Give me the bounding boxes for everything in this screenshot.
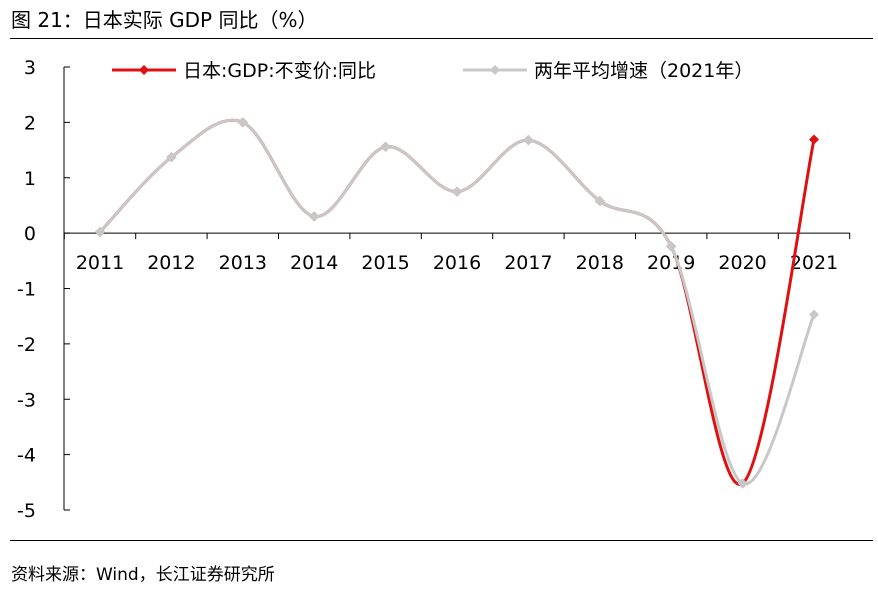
series-line [98, 118, 816, 486]
series-marker [737, 478, 748, 489]
y-tick-label: 1 [24, 168, 36, 190]
legend-label: 日本:GDP:不变价:同比 [183, 60, 376, 82]
series-marker [452, 186, 462, 197]
x-tick-label: 2012 [147, 252, 195, 274]
title-divider [10, 38, 873, 39]
series-marker [95, 227, 105, 238]
chart-legend: 日本:GDP:不变价:同比 两年平均增速（2021年） [112, 60, 753, 82]
series-marker [809, 134, 819, 145]
x-tick-label: 2020 [718, 252, 766, 274]
x-tick-label: 2018 [576, 252, 624, 274]
x-tick-label: 2014 [290, 252, 338, 274]
series-marker [523, 135, 534, 146]
y-tick-label: -5 [17, 500, 36, 522]
y-tick-label: 3 [24, 57, 36, 79]
legend-label: 两年平均增速（2021年） [534, 60, 753, 82]
series-2 [95, 117, 819, 489]
legend-item: 两年平均增速（2021年） [463, 60, 753, 82]
footer-divider [10, 540, 873, 541]
series-marker [666, 241, 677, 252]
y-tick-label: -3 [17, 389, 36, 411]
chart-axes: 3 2 1 0 -1 -2 -3 -4 -5 2011 2012 2013 2014 2015 2016 20… [17, 57, 851, 522]
series-marker [166, 152, 177, 163]
x-tick-label: 2013 [219, 252, 267, 274]
series-1 [95, 117, 819, 489]
series-layer [95, 117, 819, 489]
source-note: 资料来源：Wind，长江证券研究所 [11, 565, 275, 585]
x-tick-label: 2011 [76, 252, 124, 274]
series-marker [309, 211, 320, 222]
x-tick-label: 2015 [361, 252, 409, 274]
series-marker [380, 141, 391, 152]
legend-item: 日本:GDP:不变价:同比 [112, 60, 376, 82]
x-tick-label: 2021 [790, 252, 838, 274]
series-line [98, 118, 816, 486]
y-tick-label: 0 [24, 223, 36, 245]
chart-title: 图 21：日本实际 GDP 同比（%） [11, 8, 318, 32]
x-tick-label: 2016 [433, 252, 481, 274]
y-tick-label: -2 [17, 334, 36, 356]
series-marker [237, 117, 248, 128]
y-tick-label: -4 [17, 445, 36, 467]
x-tick-label: 2019 [647, 252, 695, 274]
legend-marker [139, 65, 149, 75]
legend-marker [490, 65, 500, 75]
series-marker [809, 309, 819, 320]
x-tick-label: 2017 [504, 252, 552, 274]
series-marker [594, 196, 605, 207]
y-tick-label: -1 [17, 279, 36, 301]
y-tick-label: 2 [24, 112, 36, 134]
